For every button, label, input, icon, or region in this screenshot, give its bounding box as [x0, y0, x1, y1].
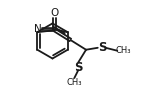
Text: S: S	[98, 41, 107, 54]
Text: CH₃: CH₃	[67, 78, 82, 87]
Text: S: S	[74, 61, 83, 74]
Text: N: N	[34, 24, 42, 34]
Text: O: O	[51, 8, 59, 18]
Text: CH₃: CH₃	[115, 46, 131, 55]
